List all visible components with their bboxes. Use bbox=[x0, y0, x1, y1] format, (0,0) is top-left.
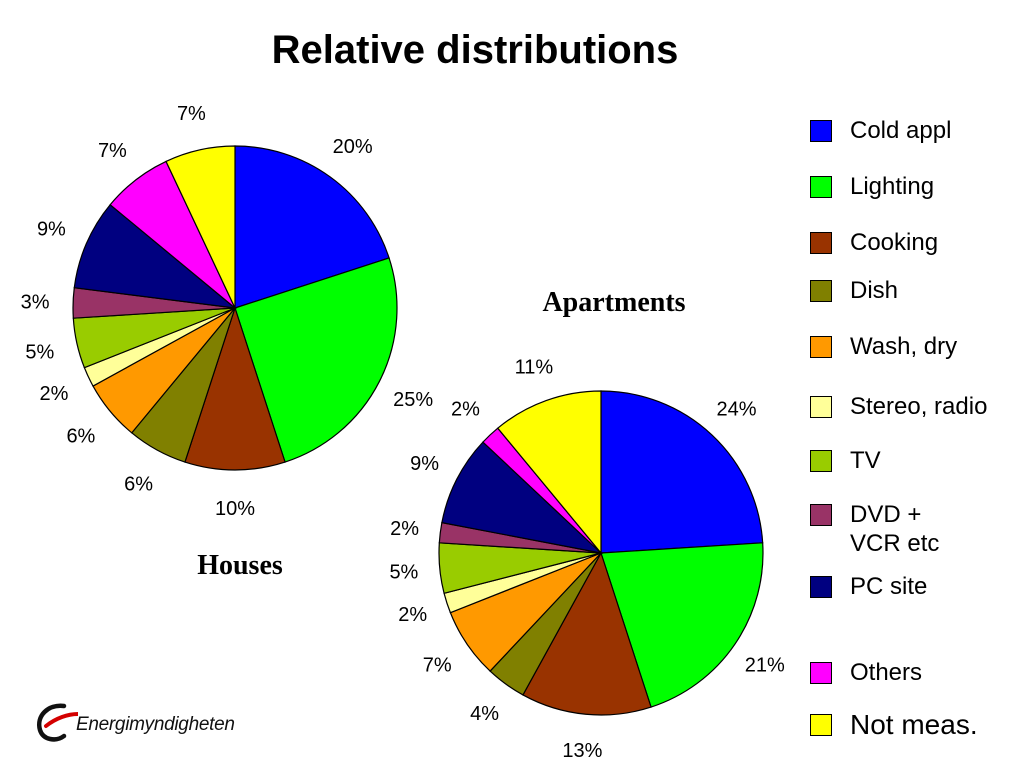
legend-label: TV bbox=[850, 447, 881, 474]
slice-label: 13% bbox=[562, 740, 602, 762]
legend-swatch bbox=[810, 336, 832, 358]
legend-item: Wash, dry bbox=[810, 332, 957, 361]
legend-label: Others bbox=[850, 659, 923, 686]
legend-item: Others bbox=[810, 658, 922, 687]
pie-slice bbox=[184, 306, 286, 471]
legend-item: PC site bbox=[810, 572, 927, 601]
slice-label: 9% bbox=[37, 219, 66, 241]
slice-label: 7% bbox=[423, 654, 452, 676]
legend-item: Cold appl bbox=[810, 116, 951, 145]
slice-label: 3% bbox=[21, 292, 50, 314]
legend-swatch bbox=[810, 176, 832, 198]
legend-swatch bbox=[810, 504, 832, 526]
pie-slice bbox=[600, 390, 764, 554]
legend: Cold appl Lighting Cooking Dish Wash, dry Ste… bbox=[810, 112, 1024, 752]
legend-swatch bbox=[810, 450, 832, 472]
slice-label: 5% bbox=[389, 562, 418, 584]
legend-label: DVD + VCR etc bbox=[850, 501, 940, 557]
pie-slice bbox=[73, 203, 237, 309]
slice-label: 9% bbox=[410, 453, 439, 475]
legend-item: DVD + VCR etc bbox=[810, 500, 939, 558]
legend-item: Not meas. bbox=[810, 710, 978, 739]
slice-label: 5% bbox=[25, 342, 54, 364]
pie-slice bbox=[441, 441, 603, 554]
legend-label: Lighting bbox=[850, 173, 935, 200]
legend-label: Stereo, radio bbox=[850, 393, 988, 420]
legend-swatch bbox=[810, 120, 832, 142]
legend-swatch bbox=[810, 576, 832, 598]
pie-slice bbox=[496, 390, 602, 555]
pie-slice bbox=[234, 257, 398, 463]
pie-caption: Houses bbox=[197, 550, 283, 581]
slice-label: 2% bbox=[40, 383, 69, 405]
slice-label: 2% bbox=[451, 399, 480, 421]
legend-label: Wash, dry bbox=[850, 333, 958, 360]
slice-label: 11% bbox=[515, 357, 554, 379]
slice-label: 6% bbox=[124, 473, 153, 495]
slice-label: 2% bbox=[390, 518, 419, 540]
legend-swatch bbox=[810, 714, 832, 736]
legend-item: Stereo, radio bbox=[810, 392, 987, 421]
pie-slice bbox=[600, 542, 764, 708]
slice-label: 24% bbox=[716, 399, 756, 421]
slice-label: 6% bbox=[66, 426, 95, 448]
legend-label: Not meas. bbox=[850, 709, 978, 740]
houses-pie: 20% 25% 10% 6% 6% 2% 5% 3% 9% 7% 7% Houses bbox=[21, 103, 434, 581]
legend-swatch bbox=[810, 280, 832, 302]
pie-caption: Apartments bbox=[542, 287, 685, 318]
legend-label: Dish bbox=[850, 277, 899, 304]
legend-swatch bbox=[810, 662, 832, 684]
pie-slice bbox=[165, 145, 236, 309]
pie-slice bbox=[522, 551, 652, 716]
chart-title: Relative distributions bbox=[271, 28, 679, 72]
legend-item: Dish bbox=[810, 276, 898, 305]
apartments-pie: 24% 21% 13% 4% 7% 2% 5% 2% 9% 2% 11% Apartments bbox=[389, 287, 785, 762]
legend-item: TV bbox=[810, 446, 881, 475]
logo-text: Energimyndigheten bbox=[76, 714, 235, 735]
legend-item: Cooking bbox=[810, 228, 938, 257]
legend-label: Cold appl bbox=[850, 117, 952, 144]
slice-label: 7% bbox=[98, 140, 127, 162]
legend-item: Lighting bbox=[810, 172, 934, 201]
slice-label: 2% bbox=[398, 604, 427, 626]
energimyndigheten-logo: Energimyndigheten bbox=[34, 698, 235, 746]
legend-label: PC site bbox=[850, 573, 928, 600]
slice-label: 10% bbox=[215, 498, 255, 520]
slice-label: 4% bbox=[470, 703, 499, 725]
logo-swoosh-icon bbox=[36, 703, 78, 742]
legend-swatch bbox=[810, 232, 832, 254]
slice-label: 20% bbox=[333, 136, 373, 158]
slice-label: 25% bbox=[393, 389, 433, 411]
slice-label: 21% bbox=[745, 654, 785, 676]
slice-label: 7% bbox=[177, 103, 206, 125]
pie-slice bbox=[234, 145, 390, 309]
legend-swatch bbox=[810, 396, 832, 418]
legend-label: Cooking bbox=[850, 229, 939, 256]
